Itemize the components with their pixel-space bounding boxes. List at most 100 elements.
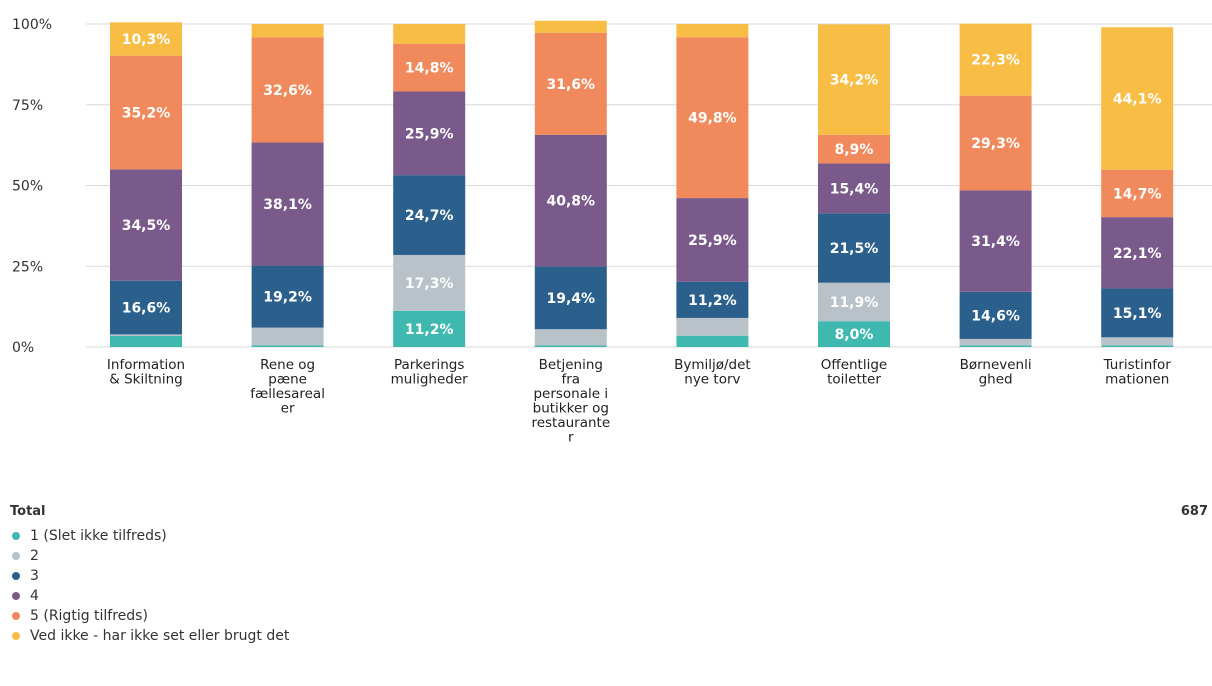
legend-label: 5 (Rigtig tilfreds) — [30, 608, 148, 624]
x-tick-label: Parkerings muligheder — [391, 357, 469, 388]
bar-segment — [676, 198, 749, 282]
bar-segment — [393, 254, 466, 311]
bar-segment — [251, 265, 324, 328]
data-label: 16,6% — [122, 301, 171, 317]
bar-segment — [818, 321, 890, 347]
bar-segment — [818, 282, 890, 322]
legend-label: Ved ikke - har ikke set eller brugt det — [30, 628, 290, 644]
data-label: 14,7% — [1113, 186, 1162, 202]
legend-marker — [12, 592, 20, 600]
bar-segment — [1101, 27, 1174, 170]
data-label: 31,4% — [971, 234, 1020, 250]
data-label: 15,4% — [830, 181, 879, 197]
data-label: 24,7% — [405, 208, 454, 224]
legend-label: 4 — [30, 588, 39, 604]
data-label: 14,8% — [405, 61, 454, 77]
y-tick-label: 75% — [12, 98, 43, 114]
data-label: 14,6% — [971, 308, 1020, 324]
bar-segment — [110, 169, 182, 281]
y-tick-label: 0% — [12, 340, 34, 356]
bar-segment — [393, 43, 466, 92]
bar-segment — [676, 335, 749, 347]
legend-marker — [12, 532, 20, 540]
bar-segment — [393, 91, 466, 176]
bar-segment — [818, 163, 890, 214]
bar-segment — [676, 317, 749, 336]
data-label: 34,2% — [830, 73, 879, 89]
legend-marker — [12, 572, 20, 580]
data-label: 21,5% — [830, 241, 879, 257]
bar-segment — [676, 24, 749, 38]
bar-segment — [110, 334, 182, 337]
bar-segment — [393, 24, 466, 44]
bar-segment — [110, 55, 182, 170]
legend-item[interactable]: Ved ikke - har ikke set eller brugt det — [10, 626, 1208, 646]
data-label: 32,6% — [263, 83, 312, 99]
x-tick-label: Bymiljø/det nye torv — [674, 357, 751, 388]
data-label: 10,3% — [122, 32, 171, 48]
bar-segment — [1101, 217, 1174, 289]
data-label: 25,9% — [688, 233, 737, 249]
bar-segment — [818, 24, 890, 135]
data-label: 8,9% — [835, 142, 874, 158]
data-label: 11,2% — [405, 322, 454, 338]
legend-total: 687 — [1180, 504, 1208, 519]
legend-marker — [12, 632, 20, 640]
y-tick-label: 50% — [12, 179, 43, 195]
stacked-bar-chart: 16,6% 34,5% 35,2% 10,3% 19,2% 38,1% 32,6% 11,2%… — [12, 17, 1212, 446]
legend-item[interactable]: 2 — [10, 546, 1208, 566]
bar-segment — [251, 327, 324, 346]
bar-segment — [1101, 337, 1174, 346]
bar-segment — [676, 281, 749, 318]
data-label: 17,3% — [405, 276, 454, 292]
legend-label: 3 — [30, 568, 39, 584]
bar-segment — [393, 310, 466, 347]
bar-segment — [818, 134, 890, 164]
data-label: 49,8% — [688, 111, 737, 127]
legend-items: 1 (Slet ikke tilfreds) 2 3 4 5 (Rigtig tilfr… — [10, 526, 1208, 646]
data-label: 31,6% — [547, 77, 596, 93]
data-label: 11,9% — [830, 295, 879, 311]
bar-segment — [534, 32, 607, 135]
bars — [110, 20, 1174, 347]
data-label: 38,1% — [263, 197, 312, 213]
x-tick-label: Information & Skiltning — [107, 357, 185, 388]
bar-segment — [251, 142, 324, 266]
bar-segment — [534, 329, 607, 346]
bar-segment — [251, 345, 324, 347]
bar-segment — [110, 280, 182, 335]
bar-segment — [676, 37, 749, 199]
bar-segment — [1101, 169, 1174, 218]
legend-label: 1 (Slet ikke tilfreds) — [30, 528, 167, 544]
x-tick-label: Turistinfor mationen — [1103, 357, 1172, 388]
y-tick-label: 100% — [12, 17, 52, 33]
bar-segment — [534, 134, 607, 267]
bar-segment — [393, 175, 466, 255]
legend-item[interactable]: 5 (Rigtig tilfreds) — [10, 606, 1208, 626]
bar-segment — [534, 20, 607, 33]
data-label: 40,8% — [547, 194, 596, 210]
x-tick-label: Offentlige toiletter — [821, 357, 887, 388]
data-label: 22,1% — [1113, 246, 1162, 262]
bar-segment — [1101, 345, 1174, 347]
y-axis: 0% 25% 50% 75% 100% — [12, 17, 52, 356]
legend-header: Total 687 — [10, 504, 1208, 526]
legend-label: 2 — [30, 548, 39, 564]
x-tick-label: Rene og pæne fællesareal er — [250, 357, 325, 417]
data-label: 35,2% — [122, 106, 171, 122]
data-label: 29,3% — [971, 136, 1020, 152]
legend-item[interactable]: 1 (Slet ikke tilfreds) — [10, 526, 1208, 546]
legend-item[interactable]: 3 — [10, 566, 1208, 586]
legend-title: Total — [10, 504, 46, 519]
bar-segment — [959, 95, 1032, 191]
bar-segment — [534, 345, 607, 347]
x-tick-label: Børnevenli ghed — [960, 357, 1032, 388]
bar-segment — [110, 336, 182, 347]
y-tick-label: 25% — [12, 259, 43, 275]
legend-marker — [12, 612, 20, 620]
data-label: 34,5% — [122, 218, 171, 234]
data-label: 22,3% — [971, 53, 1020, 69]
bar-segment — [251, 37, 324, 143]
legend-item[interactable]: 4 — [10, 586, 1208, 606]
data-label: 19,4% — [547, 291, 596, 307]
